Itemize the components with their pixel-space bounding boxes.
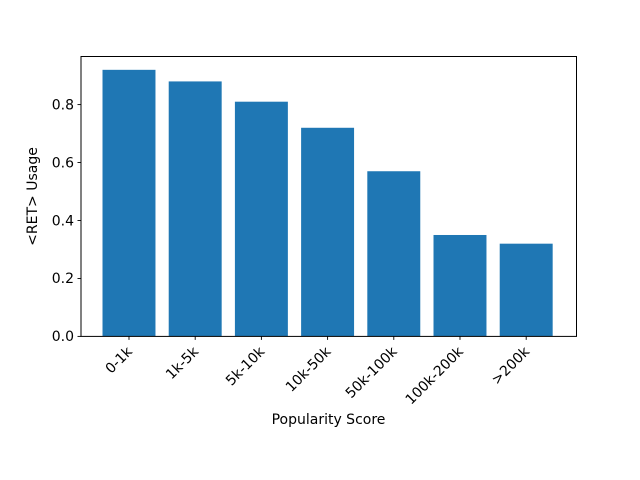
y-axis-label: <RET> Usage bbox=[25, 147, 41, 246]
x-axis-label: Popularity Score bbox=[272, 412, 386, 428]
x-tick-label: >200k bbox=[489, 343, 534, 388]
x-tick-label: 10k-50k bbox=[283, 343, 335, 395]
y-tick-label: 0.6 bbox=[52, 155, 74, 171]
x-tick-label: 100k-200k bbox=[403, 343, 468, 408]
bar bbox=[102, 69, 156, 337]
y-tick-label: 0.8 bbox=[52, 97, 74, 113]
bar bbox=[301, 127, 355, 337]
bar bbox=[433, 234, 487, 337]
x-tick-label: 1k-5k bbox=[163, 343, 203, 383]
x-tick-label: 0-1k bbox=[103, 343, 137, 377]
bar bbox=[168, 81, 222, 337]
y-tick-label: 0.0 bbox=[52, 329, 74, 345]
x-tick-label: 50k-100k bbox=[343, 343, 401, 401]
axes-spines bbox=[80, 56, 577, 337]
y-tick-label: 0.2 bbox=[52, 271, 74, 287]
y-tick-label: 0.4 bbox=[52, 213, 74, 229]
bar bbox=[499, 243, 553, 337]
x-tick-label: 5k-10k bbox=[223, 343, 269, 389]
bar bbox=[367, 171, 421, 337]
plot-area: 0.0 0.2 0.4 0.6 0.8 0-1k 1k-5k 5k-10k 10k-50k 50k… bbox=[52, 56, 577, 408]
bar bbox=[234, 101, 288, 337]
